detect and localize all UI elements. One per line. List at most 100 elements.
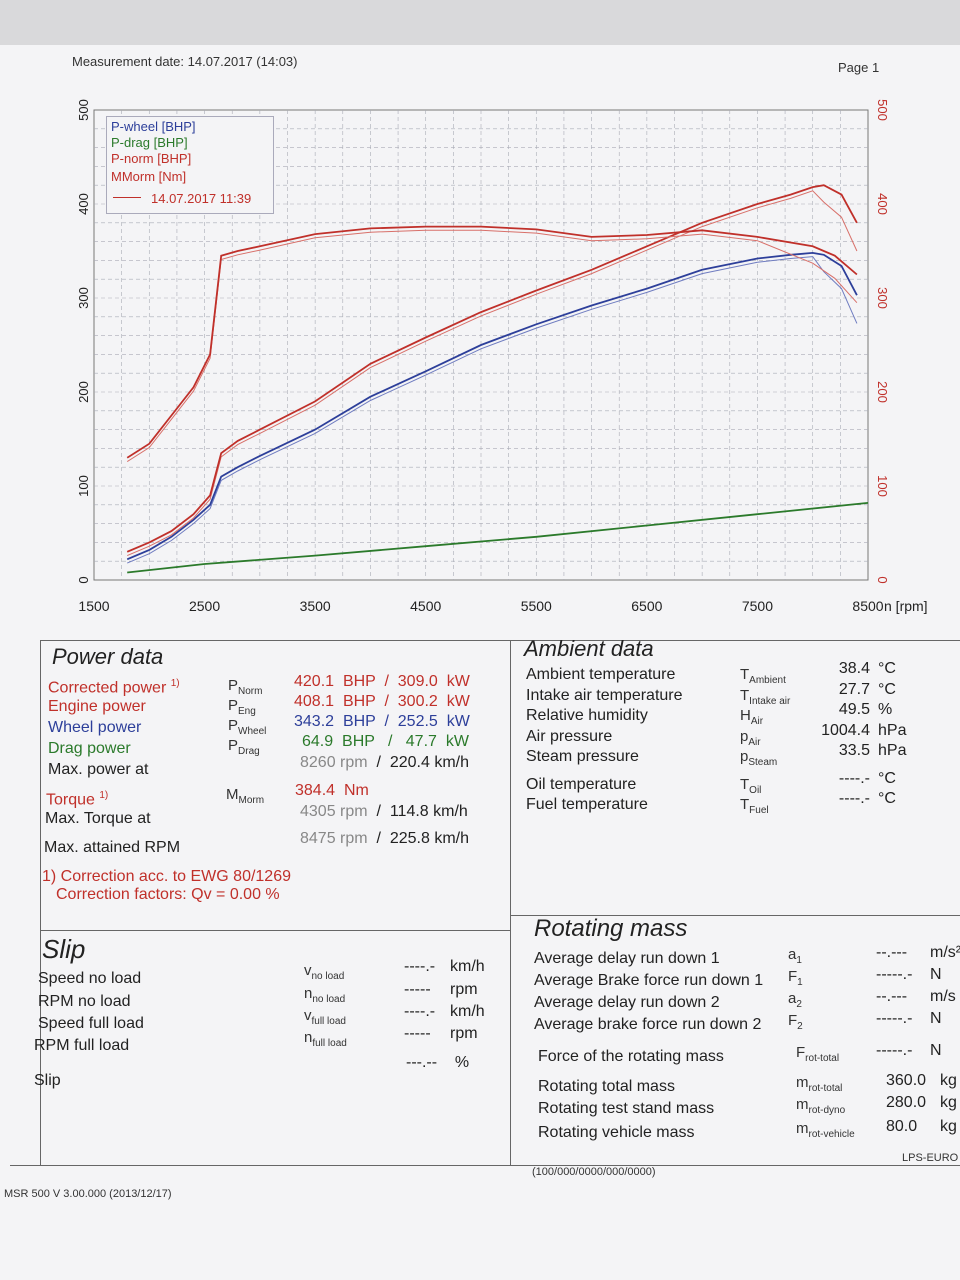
- rotating-row-1-unit: N: [930, 966, 942, 983]
- rotating-row-1-value: -----.-: [876, 966, 913, 983]
- slip-label: Slip: [34, 1072, 61, 1089]
- rotating-row-4-value: -----.-: [876, 1042, 913, 1059]
- rotating-row-2-label: Average delay run down 2: [534, 994, 720, 1011]
- rotating-row-6-value: 280.0: [886, 1094, 927, 1111]
- p-drag-symbol: PDrag: [228, 737, 260, 757]
- x-tick-label: 2500: [189, 598, 220, 614]
- legend-wheel: P-wheel [BHP]: [111, 119, 196, 134]
- legend-run-swatch: [113, 197, 141, 198]
- ambient-row-6-symbol: TFuel: [740, 796, 769, 816]
- x-tick-label: 3500: [300, 598, 331, 614]
- legend-run-label: 14.07.2017 11:39: [151, 191, 252, 206]
- table-bottom-border: [10, 1165, 960, 1166]
- rotating-row-7-symbol: mrot-vehicle: [796, 1120, 855, 1140]
- rotating-mass-title: Rotating mass: [534, 915, 688, 942]
- ambient-row-1-symbol: TIntake air: [740, 687, 791, 707]
- correction-factor: Correction factors: Qv = 0.00 %: [56, 886, 280, 903]
- rotating-row-1-symbol: F1: [788, 968, 803, 988]
- ambient-row-2-value: 49.5: [838, 701, 870, 718]
- rotating-row-3-value: -----.-: [876, 1010, 913, 1027]
- rotating-row-0-value: --.---: [876, 944, 908, 961]
- slip-row-1-label: RPM no load: [38, 993, 131, 1010]
- ambient-row-5-unit: °C: [878, 770, 896, 787]
- x-axis-label: n [rpm]: [884, 598, 928, 614]
- ambient-row-3-label: Air pressure: [526, 728, 613, 745]
- rotating-row-3-unit: N: [930, 1010, 942, 1027]
- x-tick-label: 6500: [631, 598, 662, 614]
- slip-row-2-label: Speed full load: [38, 1015, 144, 1032]
- p-eng-symbol: PEng: [228, 697, 256, 717]
- engine-power-label: Engine power: [48, 698, 146, 715]
- ambient-row-3-value: 1004.4: [821, 722, 870, 739]
- slip-row-3-value: -----: [404, 1025, 431, 1042]
- rotating-row-6-label: Rotating test stand mass: [538, 1100, 715, 1117]
- chart-ticks: 1500 2500 3500 4500 5500 6500 7500 8500 0 100 200 3…: [76, 99, 890, 614]
- curve-p-wheel-bhp-comparison: [127, 256, 858, 564]
- curve-mmorm-nm-comparison: [126, 229, 858, 463]
- ambient-row-1-value: 27.7: [838, 681, 870, 698]
- ambient-row-2-unit: %: [878, 701, 893, 718]
- ambient-row-4-symbol: pSteam: [740, 748, 778, 768]
- ambient-row-2-symbol: HAir: [740, 707, 764, 727]
- max-power-at-value: 8260 rpm / 220.4 km/h: [300, 754, 470, 771]
- rotating-row-0-label: Average delay run down 1: [534, 950, 720, 967]
- slip-value: ---.-- %: [406, 1054, 470, 1071]
- p-norm-bhp: 420.1 BHP / 309.0 kW: [294, 673, 470, 690]
- rotating-top-border: [510, 915, 960, 916]
- footer-brand: LPS-EURO: [902, 1152, 959, 1164]
- max-rpm-value: 8475 rpm / 225.8 km/h: [300, 830, 470, 847]
- table-center-divider: [510, 640, 511, 1165]
- x-tick-label: 5500: [521, 598, 552, 614]
- slip-row-3-unit: rpm: [450, 1025, 478, 1042]
- ambient-row-4-label: Steam pressure: [526, 748, 639, 765]
- x-tick-label: 7500: [742, 598, 773, 614]
- ambient-row-0-symbol: TAmbient: [740, 666, 786, 686]
- page-number: Page 1: [838, 60, 880, 75]
- rotating-row-7-unit: kg: [940, 1118, 957, 1135]
- max-rpm-label: Max. attained RPM: [44, 839, 181, 856]
- p-drag-bhp: 64.9 BHP / 47.7 kW: [302, 733, 469, 750]
- table-top-border: [40, 640, 960, 641]
- curve-p-norm-bhp-comparison: [127, 190, 858, 557]
- max-torque-at-value: 4305 rpm / 114.8 km/h: [300, 803, 468, 820]
- drag-power-label: Drag power: [48, 740, 131, 757]
- ambient-row-3-symbol: pAir: [740, 728, 761, 748]
- y-right-tick-label: 200: [875, 381, 890, 403]
- p-eng-bhp: 408.1 BHP / 300.2 kW: [294, 693, 470, 710]
- y-right-tick-label: 100: [875, 475, 890, 497]
- x-tick-label: 8500: [852, 598, 883, 614]
- power-data-title: Power data: [52, 644, 164, 669]
- y-right-tick-label: 300: [875, 287, 890, 309]
- ambient-row-0-value: 38.4: [838, 660, 870, 677]
- ambient-row-5-label: Oil temperature: [526, 776, 637, 793]
- torque-value: 384.4 Nm: [295, 782, 369, 799]
- max-torque-label: Max. Torque at: [45, 810, 151, 827]
- slip-row-1-symbol: nno load: [304, 985, 346, 1005]
- legend-norm: P-norm [BHP]: [111, 151, 192, 166]
- ambient-row-5-symbol: TOil: [740, 776, 762, 796]
- rotating-row-7-value: 80.0: [886, 1118, 918, 1135]
- ambient-row-0-unit: °C: [878, 660, 896, 677]
- slip-title: Slip: [42, 934, 86, 964]
- ambient-row-6-unit: °C: [878, 790, 896, 807]
- ambient-row-4-unit: hPa: [878, 742, 907, 759]
- rotating-row-7-label: Rotating vehicle mass: [538, 1124, 695, 1141]
- rotating-row-3-symbol: F2: [788, 1012, 803, 1032]
- ambient-row-1-label: Intake air temperature: [526, 687, 683, 704]
- rotating-row-0-unit: m/s²: [930, 944, 960, 961]
- slip-row-1-value: -----: [404, 981, 431, 998]
- ambient-row-6-value: ----.-: [838, 790, 870, 807]
- rotating-row-1-label: Average Brake force run down 1: [534, 972, 764, 989]
- slip-row-3-label: RPM full load: [34, 1037, 130, 1054]
- corrected-power-label: Corrected power 1): [48, 678, 180, 697]
- rotating-row-2-unit: m/s: [930, 988, 956, 1005]
- curve-p-norm-bhp: [126, 184, 858, 553]
- legend-torque: MMorm [Nm]: [111, 169, 187, 184]
- ambient-row-0-label: Ambient temperature: [526, 666, 676, 683]
- p-wheel-bhp: 343.2 BHP / 252.5 kW: [294, 713, 470, 730]
- max-power-label: Max. power at: [48, 761, 149, 778]
- y-left-tick-label: 500: [76, 99, 91, 121]
- curve-p-drag-bhp: [127, 502, 869, 574]
- wheel-power-label: Wheel power: [48, 719, 142, 736]
- legend-drag: P-drag [BHP]: [111, 135, 188, 150]
